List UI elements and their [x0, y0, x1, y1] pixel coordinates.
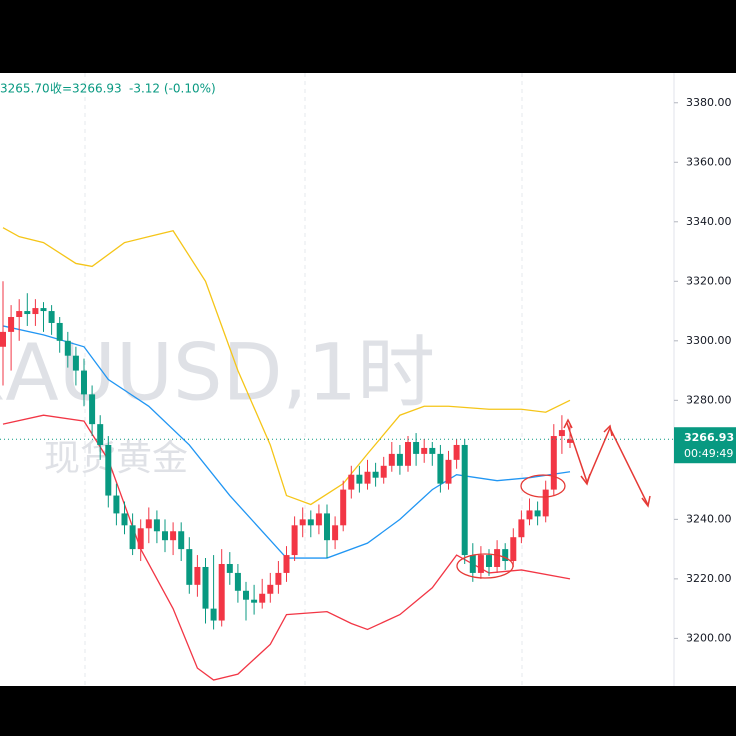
- bottom-bar: [0, 686, 736, 736]
- candle-body: [56, 322, 63, 341]
- candle-body: [364, 471, 371, 484]
- price-label-box: [674, 427, 736, 464]
- header-close: 收=3266.93: [50, 82, 122, 96]
- arrow-heads: [563, 418, 651, 508]
- candle-body: [461, 444, 468, 556]
- candle-body: [186, 549, 193, 585]
- forecast-arrow: [566, 422, 649, 506]
- y-tick-label: 3340.00: [686, 215, 732, 228]
- candle-body: [251, 599, 258, 603]
- bollinger-band: [2, 227, 571, 506]
- candle-body: [64, 340, 71, 356]
- candle-body: [405, 441, 411, 466]
- candle-body: [372, 471, 379, 478]
- candle-body: [380, 465, 387, 478]
- candle-body: [550, 436, 557, 490]
- bollinger-band: [2, 414, 571, 681]
- candle-body: [121, 513, 128, 526]
- annotation-ellipse: [520, 474, 566, 498]
- candle-body: [234, 572, 241, 591]
- y-tick-label: 3320.00: [686, 274, 732, 287]
- candle-body: [153, 519, 160, 532]
- candle-body: [299, 519, 306, 526]
- annotation-ellipse: [456, 553, 514, 579]
- candle-body: [97, 424, 104, 445]
- candle-body: [8, 317, 15, 332]
- candle-body: [267, 584, 274, 594]
- candle-body: [89, 394, 96, 425]
- candle-body: [32, 308, 39, 315]
- y-tick-label: 3220.00: [686, 572, 732, 585]
- candle-body: [502, 549, 509, 562]
- y-tick-label: 3240.00: [686, 512, 732, 525]
- candle-body: [243, 590, 249, 600]
- candle-body: [518, 519, 525, 538]
- candle-body: [477, 555, 484, 573]
- candle-body: [129, 525, 136, 550]
- candle-body: [315, 513, 322, 526]
- y-tick-label: 3360.00: [686, 155, 732, 168]
- candle-body: [445, 459, 452, 484]
- candle-body: [421, 447, 428, 454]
- candle-body: [40, 308, 47, 312]
- candle-body: [137, 528, 144, 550]
- y-tick-label: 3380.00: [686, 96, 732, 109]
- candle-body: [259, 593, 266, 603]
- candle-body: [81, 370, 87, 395]
- watermark-name: 现货黄金: [44, 438, 188, 479]
- candle-body: [105, 444, 112, 496]
- candle-body: [291, 525, 298, 556]
- plot: [0, 227, 573, 681]
- candle-body: [510, 537, 517, 562]
- candle-body: [356, 474, 363, 484]
- y-tick-label: 3200.00: [686, 631, 732, 644]
- candle-body: [307, 519, 314, 526]
- candle-body: [72, 355, 79, 371]
- candle-body: [202, 566, 209, 609]
- candle-body: [567, 439, 573, 443]
- candle-body: [16, 311, 23, 318]
- candle-body: [340, 489, 347, 526]
- candle-body: [218, 563, 225, 621]
- candle-body: [453, 444, 460, 460]
- candle-body: [226, 563, 233, 573]
- candle-body: [558, 430, 565, 437]
- candle-body: [437, 453, 444, 484]
- candle-body: [178, 531, 185, 550]
- header-open: 3265.70: [0, 82, 50, 96]
- y-tick-label: 3300.00: [686, 334, 732, 347]
- candle-body: [275, 572, 282, 585]
- candle-body: [332, 525, 339, 541]
- candle-body: [526, 510, 533, 520]
- countdown-label: 00:49:49: [684, 447, 733, 460]
- candle-body: [486, 555, 492, 567]
- candle-body: [145, 519, 152, 529]
- candle-body: [324, 513, 330, 541]
- candle-body: [170, 531, 177, 541]
- y-tick-label: 3280.00: [686, 393, 732, 406]
- candle-body: [194, 566, 201, 585]
- candle-body: [413, 441, 420, 454]
- candle-body: [283, 555, 290, 573]
- candle-body: [24, 311, 31, 315]
- header-change: -3.12 (-0.10%): [129, 82, 216, 96]
- candle-body: [0, 331, 6, 347]
- candle-body: [429, 447, 436, 454]
- candle-body: [48, 311, 55, 323]
- candle-body: [388, 453, 395, 466]
- candle-body: [542, 489, 549, 517]
- candle-body: [210, 608, 217, 621]
- last-price-label: 3266.93: [684, 431, 734, 444]
- candle-body: [494, 549, 501, 567]
- candle-body: [113, 495, 120, 514]
- top-bar: [0, 0, 736, 73]
- candle-body: [348, 474, 355, 490]
- candle-body: [469, 555, 476, 573]
- candle-body: [534, 510, 541, 517]
- candle-body: [162, 531, 168, 541]
- candle-body: [396, 453, 403, 466]
